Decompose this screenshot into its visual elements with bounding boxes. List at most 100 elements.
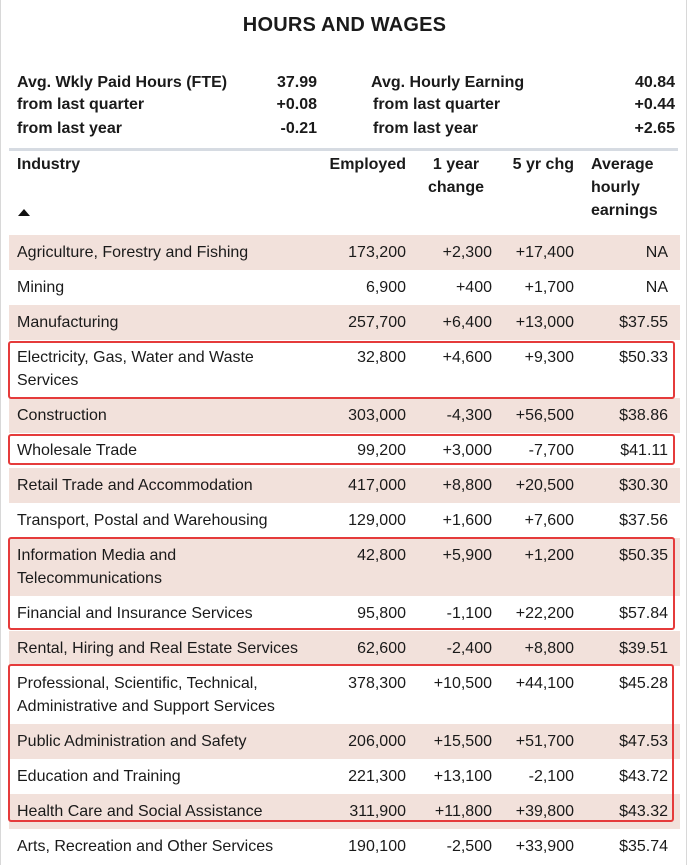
- one-year-cell: -2,400: [446, 640, 492, 657]
- industry-header[interactable]: Industry: [9, 151, 309, 235]
- earnings-cell: NA: [645, 244, 668, 261]
- earnings-cell: NA: [645, 279, 668, 296]
- hours-values: 37.99 +0.08 -0.21: [257, 72, 317, 140]
- table-header-row: Industry Employed 1 year change 5 yr chg…: [9, 151, 680, 235]
- earnings-cell: $43.72: [619, 768, 668, 785]
- page-title: HOURS AND WAGES: [242, 14, 447, 36]
- earnings-label: Avg. Hourly Earning: [371, 74, 525, 91]
- earnings-cell: $47.53: [619, 733, 668, 750]
- earnings-quarter-label: from last quarter: [373, 96, 501, 113]
- employed-cell: 206,000: [348, 733, 406, 750]
- five-year-cell: +1,200: [524, 547, 574, 564]
- earnings-cell: $45.28: [619, 675, 668, 692]
- five-year-cell: +51,700: [515, 733, 574, 750]
- five-year-cell: +8,800: [524, 640, 574, 657]
- earnings-cell: $35.74: [619, 838, 668, 855]
- earnings-header[interactable]: Average hourly earnings: [574, 151, 680, 235]
- industry-cell: Financial and Insurance Services: [17, 605, 253, 622]
- employed-cell: 99,200: [357, 442, 406, 459]
- earnings-cell: $43.32: [619, 803, 668, 820]
- triangle-up-icon[interactable]: [18, 209, 30, 216]
- one-year-cell: +8,800: [442, 477, 492, 494]
- earnings-labels: Avg. Hourly Earning from last quarter fr…: [371, 72, 571, 140]
- earnings-cell: $41.11: [620, 442, 668, 459]
- employed-cell: 173,200: [348, 244, 406, 261]
- industry-cell: Information Media and Telecommunications: [17, 547, 177, 587]
- earnings-header-line2: hourly: [591, 179, 640, 196]
- five-year-cell: +22,200: [515, 605, 574, 622]
- five-year-cell: +39,800: [515, 803, 574, 820]
- employed-header[interactable]: Employed: [309, 151, 406, 235]
- industry-cell: Manufacturing: [17, 314, 119, 331]
- earnings-cell: $37.55: [619, 314, 668, 331]
- one-year-cell: -1,100: [446, 605, 492, 622]
- earnings-quarter-value: +0.44: [634, 96, 675, 113]
- employed-cell: 417,000: [348, 477, 406, 494]
- employed-cell: 311,900: [349, 803, 406, 820]
- industry-cell: Professional, Scientific, Technical, Adm…: [17, 675, 275, 715]
- five-year-cell: +56,500: [515, 407, 574, 424]
- earnings-cell: $50.33: [619, 349, 668, 366]
- one-year-change-header[interactable]: 1 year change: [406, 151, 492, 235]
- one-year-cell: +1,600: [442, 512, 492, 529]
- industry-cell: Public Administration and Safety: [17, 733, 247, 750]
- hours-labels: Avg. Wkly Paid Hours (FTE) from last qua…: [17, 72, 227, 140]
- one-year-cell: +10,500: [433, 675, 492, 692]
- table-row: Arts, Recreation and Other Services 190,…: [9, 829, 680, 864]
- employed-cell: 32,800: [357, 349, 406, 366]
- employed-cell: 221,300: [348, 768, 406, 785]
- five-year-cell: +9,300: [524, 349, 574, 366]
- table-row: Education and Training 221,300 +13,100 -…: [9, 759, 680, 794]
- earnings-value: 40.84: [634, 74, 675, 91]
- five-year-cell: +17,400: [515, 244, 574, 261]
- hours-value: 37.99: [276, 74, 317, 91]
- one-year-header-line1: 1 year: [432, 156, 480, 173]
- employed-cell: 42,800: [357, 547, 406, 564]
- table-row: Health Care and Social Assistance 311,90…: [9, 794, 680, 829]
- table-row: Professional, Scientific, Technical, Adm…: [9, 666, 680, 724]
- employed-cell: 62,600: [357, 640, 406, 657]
- employed-cell: 95,800: [357, 605, 406, 622]
- hours-label: Avg. Wkly Paid Hours (FTE): [17, 74, 228, 91]
- one-year-cell: +3,000: [442, 442, 492, 459]
- earnings-header-line1: Average: [591, 156, 654, 173]
- hours-year-label: from last year: [17, 120, 122, 137]
- five-year-cell: +20,500: [515, 477, 574, 494]
- earnings-cell: $57.84: [619, 605, 668, 622]
- five-year-cell: +1,700: [524, 279, 574, 296]
- table-row: Information Media and Telecommunications…: [9, 538, 680, 596]
- hours-year-value: -0.21: [280, 120, 317, 137]
- industry-cell: Rental, Hiring and Real Estate Services: [17, 640, 299, 657]
- separator: [9, 148, 678, 151]
- five-year-cell: +44,100: [515, 675, 574, 692]
- hours-quarter-label: from last quarter: [17, 96, 145, 113]
- table-row: Rental, Hiring and Real Estate Services …: [9, 631, 680, 666]
- earnings-header-line3: earnings: [591, 202, 658, 219]
- table-row: Financial and Insurance Services 95,800 …: [9, 596, 680, 631]
- employed-cell: 6,900: [365, 279, 406, 296]
- earnings-values: 40.84 +0.44 +2.65: [595, 72, 675, 140]
- employed-cell: 378,300: [348, 675, 406, 692]
- industry-cell: Retail Trade and Accommodation: [17, 477, 253, 494]
- five-year-cell: +7,600: [524, 512, 574, 529]
- five-year-change-header[interactable]: 5 yr chg: [492, 151, 574, 235]
- one-year-cell: -4,300: [446, 407, 492, 424]
- five-year-cell: +13,000: [515, 314, 574, 331]
- one-year-cell: -2,500: [446, 838, 492, 855]
- employed-cell: 303,000: [348, 407, 406, 424]
- one-year-cell: +11,800: [434, 803, 492, 820]
- five-year-header-label: 5 yr chg: [512, 156, 574, 173]
- one-year-cell: +13,100: [433, 768, 492, 785]
- table-row: Transport, Postal and Warehousing 129,00…: [9, 503, 680, 538]
- table-row: Mining 6,900 +400 +1,700 NA: [9, 270, 680, 305]
- industry-cell: Health Care and Social Assistance: [17, 803, 263, 820]
- industry-cell: Transport, Postal and Warehousing: [17, 512, 268, 529]
- earnings-year-value: +2.65: [634, 120, 675, 137]
- industry-cell: Construction: [17, 407, 107, 424]
- employed-cell: 129,000: [348, 512, 406, 529]
- table-row: Wholesale Trade 99,200 +3,000 -7,700 $41…: [9, 433, 680, 468]
- table-row: Public Administration and Safety 206,000…: [9, 724, 680, 759]
- table-row: Electricity, Gas, Water and Waste Servic…: [9, 340, 680, 398]
- earnings-year-label: from last year: [373, 120, 478, 137]
